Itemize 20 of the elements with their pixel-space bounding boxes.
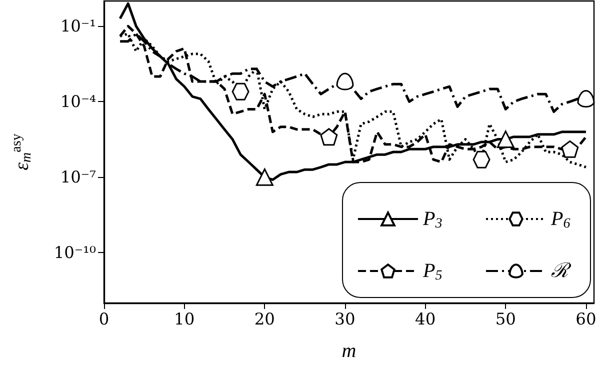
y-tick-label: 10⁻¹⁰: [54, 243, 97, 262]
y-tick-label: 10⁻⁴: [60, 92, 96, 112]
x-tick-label: 30: [334, 310, 356, 328]
point: [577, 90, 595, 108]
y-axis-title: εmasy: [10, 134, 34, 170]
point: [336, 72, 354, 90]
legend-label: ℛ: [551, 260, 572, 282]
x-tick-label: 0: [98, 310, 110, 328]
point: [561, 140, 579, 158]
x-tick-label: 60: [576, 310, 596, 328]
x-tick-label: 10: [174, 310, 195, 328]
x-tick-label: 40: [415, 310, 436, 328]
y-tick-label: 10⁻⁷: [60, 168, 96, 187]
x-axis-title: m: [342, 340, 356, 362]
point: [232, 82, 250, 100]
x-tick-label: 50: [495, 310, 516, 328]
point: [320, 128, 338, 146]
y-tick-label: 10⁻¹: [60, 16, 96, 36]
x-tick-label: 20: [254, 310, 275, 328]
point: [472, 150, 490, 168]
